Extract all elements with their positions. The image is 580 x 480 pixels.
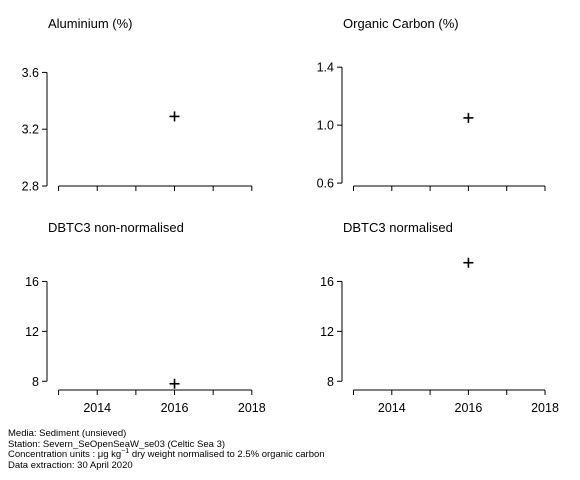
y-tick-label: 8 xyxy=(327,375,334,389)
x-tick-label: 2018 xyxy=(531,401,559,415)
y-tick-label: 8 xyxy=(32,375,39,389)
chart-panel-2: Organic Carbon (%) 0.6 1.0 1.4 xyxy=(317,16,546,191)
x-tick-label: 2016 xyxy=(161,401,189,415)
y-tick-label: 0.6 xyxy=(317,177,334,191)
y-tick-label: 1.4 xyxy=(317,61,334,75)
footer-units-suffix: dry weight normalised to 2.5% organic ca… xyxy=(129,449,325,461)
footer-units-superscript: −1 xyxy=(121,448,130,456)
chart-panel-3: DBTC3 non-normalised 8 12 16 2014 2016 2018 xyxy=(25,220,266,415)
y-tick-label: 1.0 xyxy=(317,119,334,133)
y-tick-label: 16 xyxy=(25,275,39,289)
data-point xyxy=(169,378,180,389)
footer-media: Media: Sediment (unsieved) xyxy=(8,428,127,439)
footer-units: Concentration units : μg kg−1 dry weight… xyxy=(8,448,325,461)
y-tick-label: 16 xyxy=(320,275,334,289)
y-tick-label: 12 xyxy=(25,325,39,339)
x-tick-label: 2014 xyxy=(378,401,406,415)
y-tick-label: 3.2 xyxy=(22,123,39,137)
footer-station: Station: Severn_SeOpenSeaW_se03 (Celtic … xyxy=(8,438,226,450)
chart-title: Organic Carbon (%) xyxy=(343,16,459,31)
chart-panel-4: DBTC3 normalised 8 12 16 2014 2016 2018 xyxy=(320,220,559,415)
footer-extraction: Data extraction: 30 April 2020 xyxy=(8,459,133,471)
chart-title: DBTC3 normalised xyxy=(343,220,453,235)
y-tick-label: 12 xyxy=(320,325,334,339)
footer-notes: Media: Sediment (unsieved) Station: Seve… xyxy=(8,428,325,471)
x-tick-label: 2014 xyxy=(83,401,111,415)
figure: Aluminium (%) 2.8 3.2 3.6 Organic Carbon (%)… xyxy=(22,16,559,415)
y-tick-label: 3.6 xyxy=(22,66,39,80)
chart-title: DBTC3 non-normalised xyxy=(48,220,184,235)
footer-units-prefix: Concentration units : μg kg xyxy=(8,449,122,461)
x-tick-label: 2018 xyxy=(238,401,266,415)
data-point xyxy=(463,112,474,123)
x-tick-label: 2016 xyxy=(455,401,483,415)
chart-title: Aluminium (%) xyxy=(48,16,133,31)
data-point xyxy=(463,257,474,268)
data-point xyxy=(169,111,180,122)
y-tick-label: 2.8 xyxy=(22,180,39,194)
chart-panel-1: Aluminium (%) 2.8 3.2 3.6 xyxy=(22,16,253,194)
